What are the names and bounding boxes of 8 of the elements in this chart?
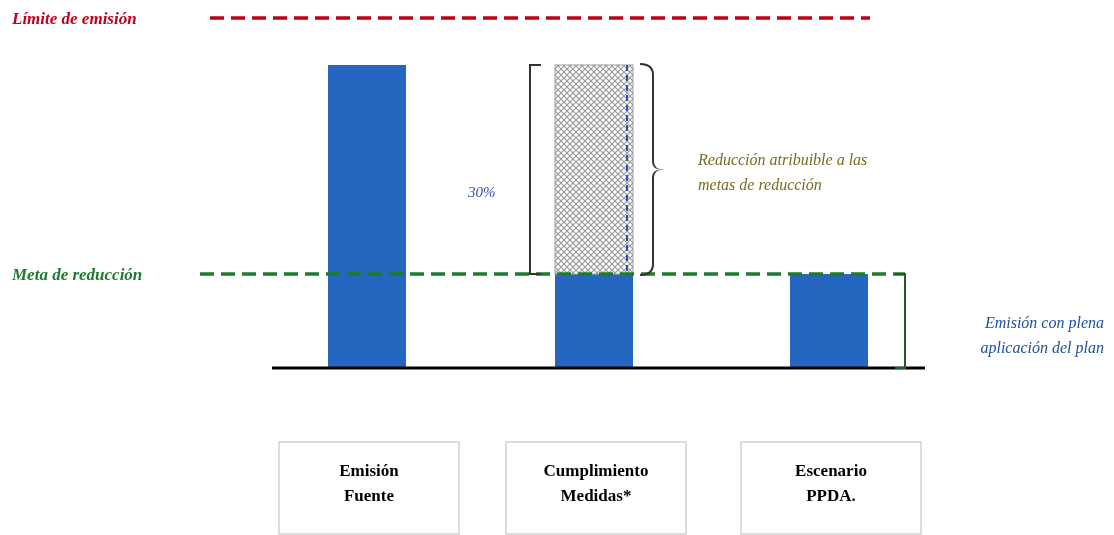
x-tick-label: Escenario PPDA. bbox=[795, 461, 867, 505]
ref-line-label: Límite de emisión bbox=[11, 9, 137, 29]
annotation: Reducción atribuible a las metas de reducción bbox=[697, 151, 868, 193]
ref-line-label: Meta de reducción bbox=[11, 265, 143, 285]
annotation: 30% bbox=[467, 184, 496, 200]
text: Emisión con plena aplicación del plan bbox=[980, 314, 1104, 357]
x-tick-label: Cumplimiento Medidas* bbox=[543, 461, 649, 505]
x-tick-label: Emisión Fuente bbox=[339, 461, 400, 505]
